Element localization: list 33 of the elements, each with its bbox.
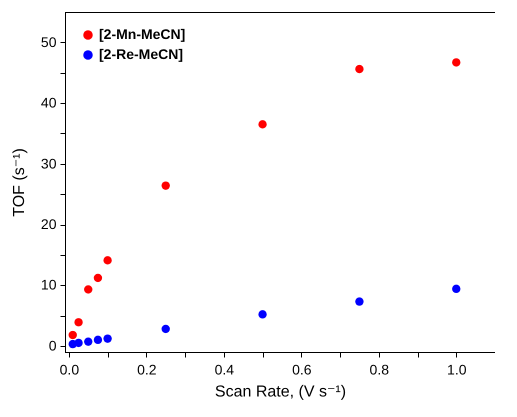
y-tick-label: 40 (40, 94, 57, 111)
point (103, 256, 112, 264)
y-tick-label: 20 (40, 216, 57, 232)
point (68, 330, 77, 340)
x-tick-label: 0.2 (137, 362, 157, 378)
point (74, 338, 83, 348)
point (452, 284, 460, 294)
x-tick-label: 0.0 (60, 362, 80, 378)
x-tick-label: 1.0 (447, 362, 467, 378)
x-tick-label: 0.8 (370, 362, 390, 378)
point (103, 334, 112, 343)
y-tick-label: 50 (40, 34, 57, 50)
point (162, 324, 170, 334)
y-tick-label: 30 (40, 155, 57, 172)
point (84, 338, 92, 346)
point (84, 285, 92, 294)
y-tick-label: 10 (40, 276, 57, 293)
point (94, 274, 102, 282)
point (258, 120, 267, 128)
y-axis-title: TOF (s⁻¹) (10, 148, 28, 217)
point (74, 318, 83, 326)
point (355, 64, 364, 74)
legend-label: [2-Mn-MeCN] (99, 26, 186, 42)
point (258, 310, 267, 319)
point (355, 297, 364, 306)
point (162, 181, 170, 190)
y-tick-label: 0 (48, 337, 57, 354)
x-axis-title: Scan Rate, (V s⁻¹) (214, 384, 346, 400)
point (94, 336, 102, 344)
legend-label: [2-Re-MeCN] (99, 46, 183, 62)
x-tick-label: 0.4 (214, 362, 234, 378)
x-tick-label: 0.6 (292, 362, 312, 378)
point (452, 58, 460, 67)
